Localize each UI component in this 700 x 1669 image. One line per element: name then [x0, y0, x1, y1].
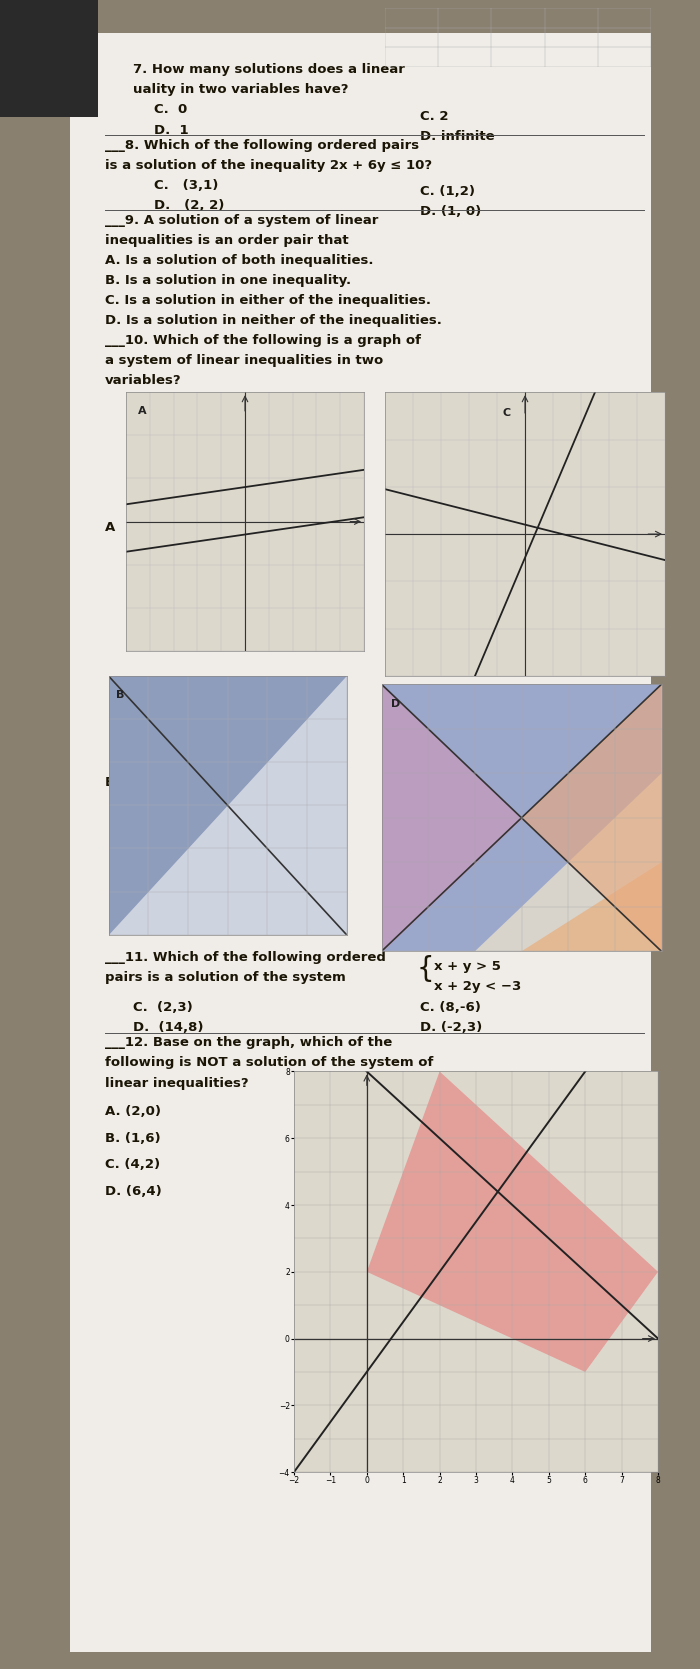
Text: C. 2: C. 2	[420, 110, 449, 124]
Text: 7. How many solutions does a linear: 7. How many solutions does a linear	[133, 63, 405, 77]
Polygon shape	[522, 863, 662, 951]
Text: D: D	[385, 776, 396, 789]
Text: A: A	[105, 521, 116, 534]
Text: uality in two variables have?: uality in two variables have?	[133, 83, 349, 97]
Text: B: B	[116, 689, 125, 699]
Polygon shape	[382, 684, 662, 951]
Text: C. (4,2): C. (4,2)	[105, 1158, 160, 1172]
Text: ___10. Which of the following is a graph of: ___10. Which of the following is a graph…	[105, 334, 421, 347]
Text: C. Is a solution in either of the inequalities.: C. Is a solution in either of the inequa…	[105, 294, 431, 307]
Text: D: D	[391, 699, 400, 709]
Text: D.   (2, 2): D. (2, 2)	[154, 199, 225, 212]
Text: B: B	[105, 776, 115, 789]
Text: A. Is a solution of both inequalities.: A. Is a solution of both inequalities.	[105, 254, 374, 267]
Text: variables?: variables?	[105, 374, 181, 387]
Text: C. (1,2): C. (1,2)	[420, 185, 475, 199]
Text: C.  (2,3): C. (2,3)	[133, 1001, 192, 1015]
Text: D.  1: D. 1	[154, 124, 188, 137]
FancyBboxPatch shape	[70, 33, 651, 1652]
Text: D. (1, 0): D. (1, 0)	[420, 205, 482, 219]
Text: D. infinite: D. infinite	[420, 130, 495, 144]
Text: C.   (3,1): C. (3,1)	[154, 179, 218, 192]
Text: B. (1,6): B. (1,6)	[105, 1132, 160, 1145]
Text: {: {	[416, 955, 434, 983]
Text: x + y > 5: x + y > 5	[434, 960, 501, 973]
Text: D. (-2,3): D. (-2,3)	[420, 1021, 482, 1035]
Text: ___9. A solution of a system of linear: ___9. A solution of a system of linear	[105, 214, 379, 227]
Text: ___12. Base on the graph, which of the: ___12. Base on the graph, which of the	[105, 1036, 392, 1050]
Text: a system of linear inequalities in two: a system of linear inequalities in two	[105, 354, 384, 367]
Text: is a solution of the inequality 2x + 6y ≤ 10?: is a solution of the inequality 2x + 6y …	[105, 159, 432, 172]
Text: pairs is a solution of the system: pairs is a solution of the system	[105, 971, 346, 985]
Text: ___8. Which of the following ordered pairs: ___8. Which of the following ordered pai…	[105, 139, 419, 152]
Text: C: C	[503, 407, 511, 417]
Text: A. (2,0): A. (2,0)	[105, 1105, 161, 1118]
Text: B. Is a solution in one inequality.: B. Is a solution in one inequality.	[105, 274, 351, 287]
Text: linear inequalities?: linear inequalities?	[105, 1077, 248, 1090]
Polygon shape	[367, 1071, 658, 1372]
Text: x + 2y < −3: x + 2y < −3	[434, 980, 522, 993]
Text: A: A	[138, 406, 146, 416]
Polygon shape	[108, 676, 346, 935]
Text: C. (8,-6): C. (8,-6)	[420, 1001, 481, 1015]
FancyBboxPatch shape	[0, 0, 98, 117]
Text: following is NOT a solution of the system of: following is NOT a solution of the syste…	[105, 1056, 433, 1070]
Text: C.  0: C. 0	[154, 103, 188, 117]
Text: C: C	[385, 521, 395, 534]
Text: D.  (14,8): D. (14,8)	[133, 1021, 204, 1035]
Text: ___11. Which of the following ordered: ___11. Which of the following ordered	[105, 951, 386, 965]
Text: inequalities is an order pair that: inequalities is an order pair that	[105, 234, 349, 247]
Text: D. (6,4): D. (6,4)	[105, 1185, 162, 1198]
Polygon shape	[108, 676, 346, 935]
Text: D. Is a solution in neither of the inequalities.: D. Is a solution in neither of the inequ…	[105, 314, 442, 327]
